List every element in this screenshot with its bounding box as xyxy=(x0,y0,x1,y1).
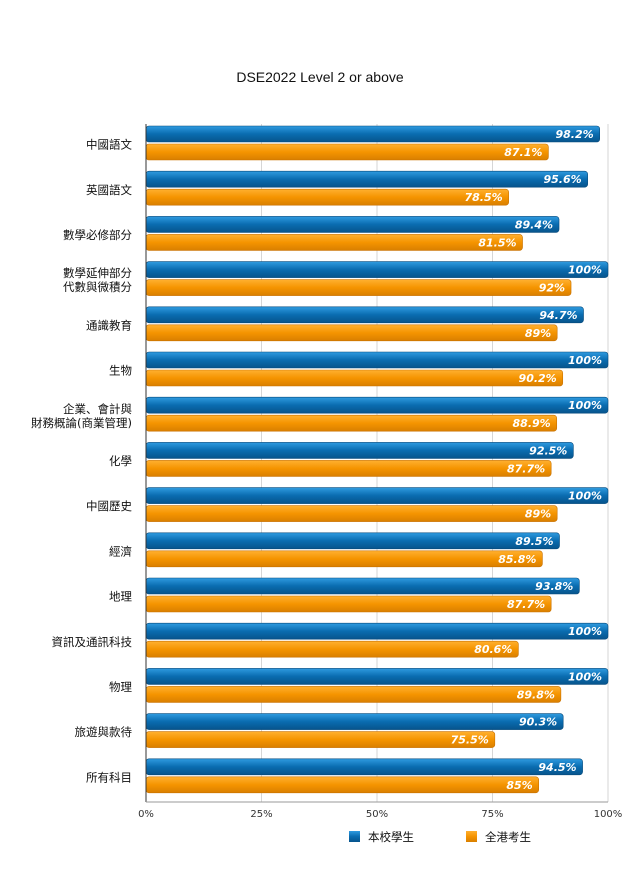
x-tick-label: 75% xyxy=(481,809,503,820)
school-bar xyxy=(145,442,574,459)
school-bar xyxy=(145,532,560,550)
category-label: 數學延伸部分 xyxy=(63,266,132,280)
school-bar xyxy=(145,261,609,278)
x-tick-label: 100% xyxy=(594,809,623,820)
data-label: 100% xyxy=(568,490,602,503)
hk-bar xyxy=(145,188,509,206)
hk-bar xyxy=(145,414,558,432)
hk-bar xyxy=(145,550,543,568)
data-label: 93.8% xyxy=(535,580,573,593)
school-bar xyxy=(145,306,584,324)
data-label: 94.5% xyxy=(538,761,576,774)
data-label: 92% xyxy=(539,282,565,295)
data-label: 95.6% xyxy=(544,173,582,186)
data-label: 94.7% xyxy=(539,309,577,322)
data-label: 100% xyxy=(568,399,602,412)
data-label: 87.1% xyxy=(504,146,542,159)
school-bar xyxy=(145,758,583,776)
school-bar xyxy=(145,622,609,640)
data-label: 80.6% xyxy=(474,643,512,656)
hk-bar xyxy=(145,324,558,342)
data-label: 81.5% xyxy=(478,236,516,249)
data-label: 87.7% xyxy=(507,462,545,475)
school-bar xyxy=(145,125,600,143)
category-label: 地理 xyxy=(109,590,132,604)
hk-bar xyxy=(145,143,549,161)
category-label: 所有科目 xyxy=(86,770,132,784)
data-label: 85.8% xyxy=(498,553,536,566)
school-bar xyxy=(145,487,609,504)
data-label: 85% xyxy=(506,779,532,792)
category-label: 數學必修部分 xyxy=(63,228,132,242)
school-bar xyxy=(145,170,588,188)
category-label: 財務概論(商業管理) xyxy=(31,416,132,430)
data-label: 89% xyxy=(525,327,551,340)
legend-label: 本校學生 xyxy=(368,830,414,844)
category-label: 經濟 xyxy=(109,544,132,558)
x-tick-label: 0% xyxy=(138,809,154,820)
data-label: 89.5% xyxy=(515,535,553,548)
data-label: 89.8% xyxy=(517,688,555,701)
hk-bar xyxy=(145,731,496,748)
data-label: 88.9% xyxy=(513,417,551,430)
hk-bar xyxy=(145,460,552,477)
category-label: 中國歷史 xyxy=(86,499,132,513)
legend-label: 全港考生 xyxy=(485,830,531,844)
data-label: 89.4% xyxy=(515,218,553,231)
school-bar xyxy=(145,668,609,685)
school-bar xyxy=(145,577,580,595)
data-label: 100% xyxy=(568,625,602,638)
hk-bar xyxy=(145,776,540,794)
hk-bar xyxy=(145,640,519,658)
hk-bar xyxy=(145,595,552,613)
x-tick-label: 50% xyxy=(366,809,388,820)
data-label: 90.3% xyxy=(519,716,557,729)
category-label: 化學 xyxy=(109,454,132,468)
data-label: 100% xyxy=(568,670,602,683)
hk-bar xyxy=(145,234,523,251)
data-label: 78.5% xyxy=(464,191,502,204)
category-label: 英國語文 xyxy=(86,183,132,197)
hk-bar xyxy=(145,686,562,703)
category-label: 代數與微積分 xyxy=(63,280,132,294)
data-label: 92.5% xyxy=(529,444,567,457)
hk-bar xyxy=(145,279,572,296)
data-label: 90.2% xyxy=(519,372,557,385)
category-label: 資訊及通訊科技 xyxy=(52,635,133,649)
school-bar xyxy=(145,351,609,369)
data-label: 89% xyxy=(525,508,551,521)
bars: 98.2%87.1%95.6%78.5%89.4%81.5%100%92%94.… xyxy=(145,125,609,794)
hk-bar xyxy=(145,505,558,522)
legend-swatch-school xyxy=(349,831,360,842)
legend: 本校學生 全港考生 xyxy=(349,830,531,844)
hk-bar xyxy=(145,369,564,387)
x-axis: 0% 25% 50% 75% 100% xyxy=(138,124,622,820)
category-label: 旅遊與款待 xyxy=(75,725,133,739)
category-label: 中國語文 xyxy=(86,138,132,152)
data-label: 75.5% xyxy=(451,734,489,747)
school-bar xyxy=(145,713,564,730)
x-tick-label: 25% xyxy=(250,809,272,820)
data-label: 100% xyxy=(568,264,602,277)
legend-swatch-hk xyxy=(466,831,477,842)
category-label: 生物 xyxy=(109,364,132,378)
category-label: 物理 xyxy=(109,680,132,694)
data-label: 98.2% xyxy=(556,128,594,141)
school-bar xyxy=(145,216,560,233)
category-labels: 中國語文英國語文數學必修部分數學延伸部分代數與微積分通識教育生物企業、會計與財務… xyxy=(31,138,132,785)
school-bar xyxy=(145,396,609,414)
category-label: 通識教育 xyxy=(86,318,132,332)
data-label: 87.7% xyxy=(507,598,545,611)
data-label: 100% xyxy=(568,354,602,367)
category-label: 企業、會計與 xyxy=(63,402,132,416)
chart-title: DSE2022 Level 2 or above xyxy=(236,69,404,85)
